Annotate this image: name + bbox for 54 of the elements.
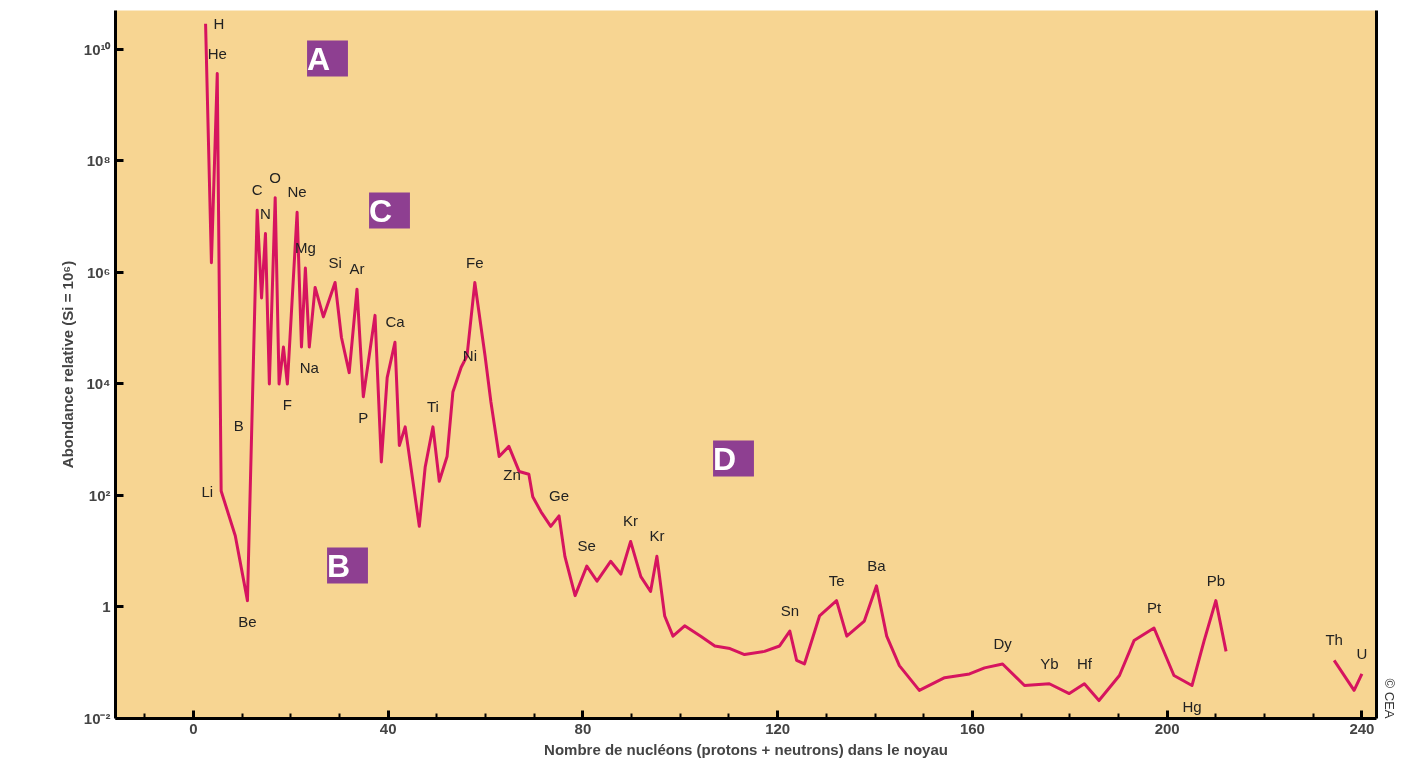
annotation: O [269, 168, 282, 186]
annotation: C [251, 181, 263, 199]
annotation: Th [1325, 631, 1343, 649]
y-tick-label: 10¹⁰ [83, 40, 112, 58]
annotation: Ti [426, 397, 439, 415]
annotation: Pb [1206, 571, 1226, 589]
annotation: Pt [1146, 599, 1162, 616]
annotation: Ba [867, 556, 887, 574]
annotation: Ca [385, 313, 406, 331]
y-tick-label: 10⁶ [86, 263, 111, 281]
annotation: D [713, 440, 737, 477]
text: © CEA [1381, 678, 1397, 719]
x-tick-label: 160 [959, 719, 985, 737]
annotation: Hf [1076, 654, 1093, 672]
annotation: Zn [503, 465, 521, 483]
annotation: Na [299, 359, 320, 377]
annotation: F [282, 395, 292, 413]
x-tick-label: 0 [189, 719, 198, 737]
annotation: C [369, 192, 393, 229]
annotation: B [233, 417, 244, 435]
annotation: Si [328, 253, 342, 271]
annotation: Dy [993, 634, 1013, 652]
annotation: Kr [649, 527, 665, 545]
annotation: Ge [549, 486, 570, 504]
x-tick-label: 80 [574, 719, 592, 737]
annotation: A [307, 40, 331, 77]
y-tick-label: 1 [102, 598, 111, 616]
annotation: He [207, 44, 227, 62]
x-tick-label: 120 [765, 719, 791, 737]
annotation: Te [828, 571, 845, 589]
annotation: Yb [1040, 654, 1059, 672]
x-tick-label: 40 [379, 719, 397, 737]
x-tick-label: 200 [1154, 719, 1180, 737]
annotation: Li [201, 482, 214, 500]
annotation: B [327, 547, 351, 584]
x-axis-title: Nombre de nucléons (protons + neutrons) dans le noyau [544, 740, 948, 758]
annotation: Fe [466, 253, 484, 271]
annotation: Ne [287, 183, 307, 201]
y-tick-label: 10⁸ [86, 152, 111, 170]
annotation: Kr [623, 512, 639, 530]
annotation: H [213, 15, 225, 33]
y-axis-title: Abondance relative (Si = 10⁶) [58, 260, 76, 469]
annotation: U [1356, 644, 1368, 662]
annotation: Se [577, 537, 596, 555]
annotation: Ar [349, 260, 365, 278]
y-tick-label: 10⁴ [86, 375, 111, 393]
annotation: Hg [1182, 697, 1202, 715]
annotation: N [260, 204, 271, 222]
y-tick-label: 10⁻² [83, 710, 111, 727]
annotation: Be [238, 612, 257, 630]
y-tick-label: 10² [88, 486, 111, 504]
x-tick-label: 240 [1349, 719, 1375, 737]
annotation: P [358, 408, 369, 426]
annotation: Sn [780, 602, 799, 620]
